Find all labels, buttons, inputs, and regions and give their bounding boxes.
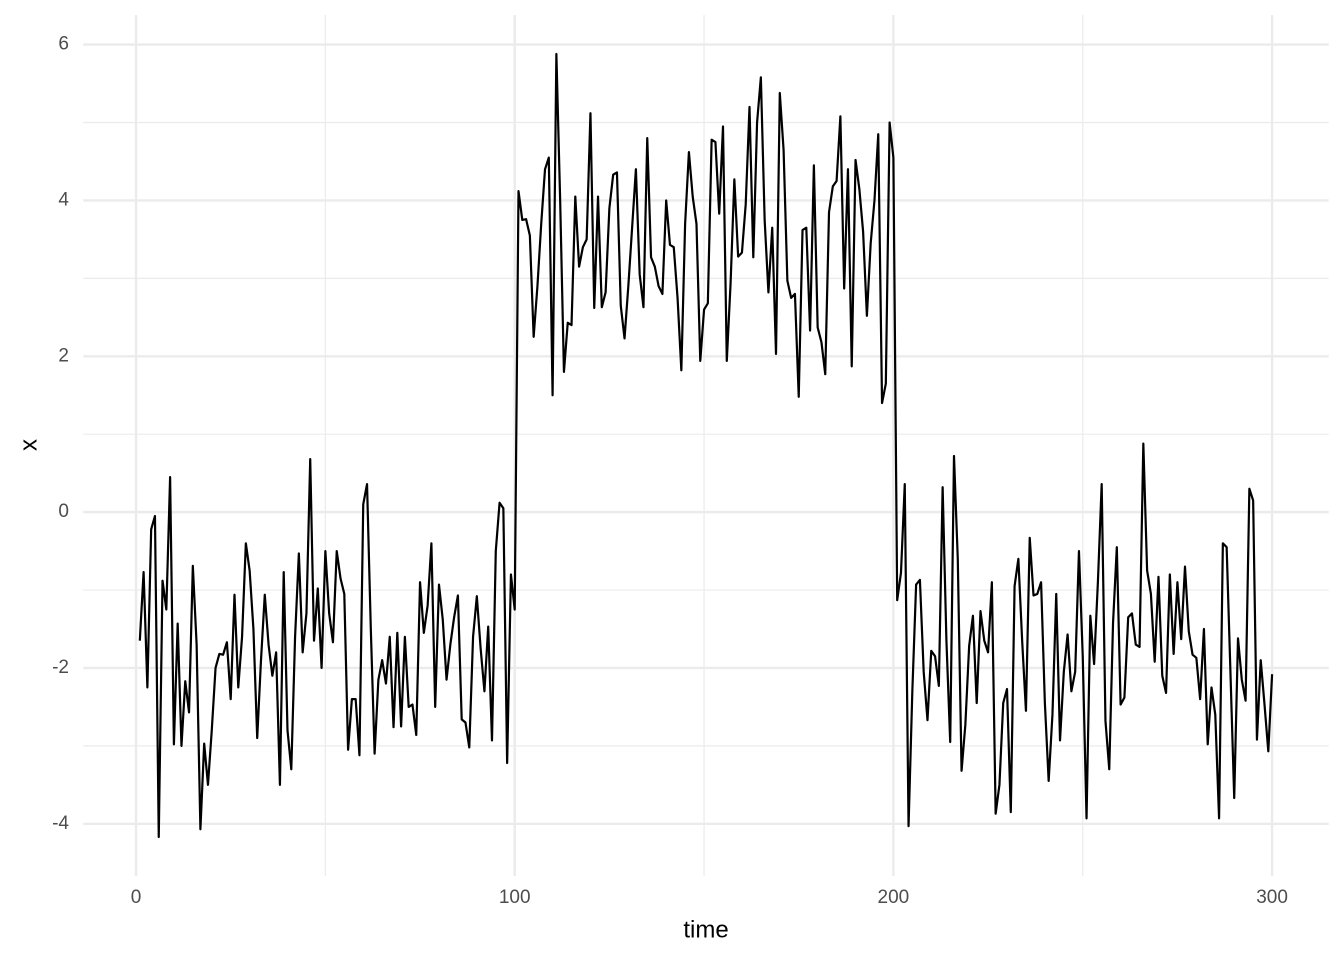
y-tick-label: -4 [52,813,69,834]
y-tick-label: 6 [58,34,69,55]
y-tick-label: 2 [58,345,69,366]
x-axis-title: time [683,916,728,943]
grid [83,15,1329,876]
x-tick-label: 0 [131,887,142,908]
x-tick-label: 300 [1256,887,1288,908]
data-line [138,52,1274,839]
y-tick-label: 0 [58,501,69,522]
x-tick-label: 200 [878,887,910,908]
y-tick-label: 4 [58,189,69,210]
x-tick-label: 100 [499,887,531,908]
y-tick-label: -2 [52,657,69,678]
y-axis-title: x [15,439,42,451]
